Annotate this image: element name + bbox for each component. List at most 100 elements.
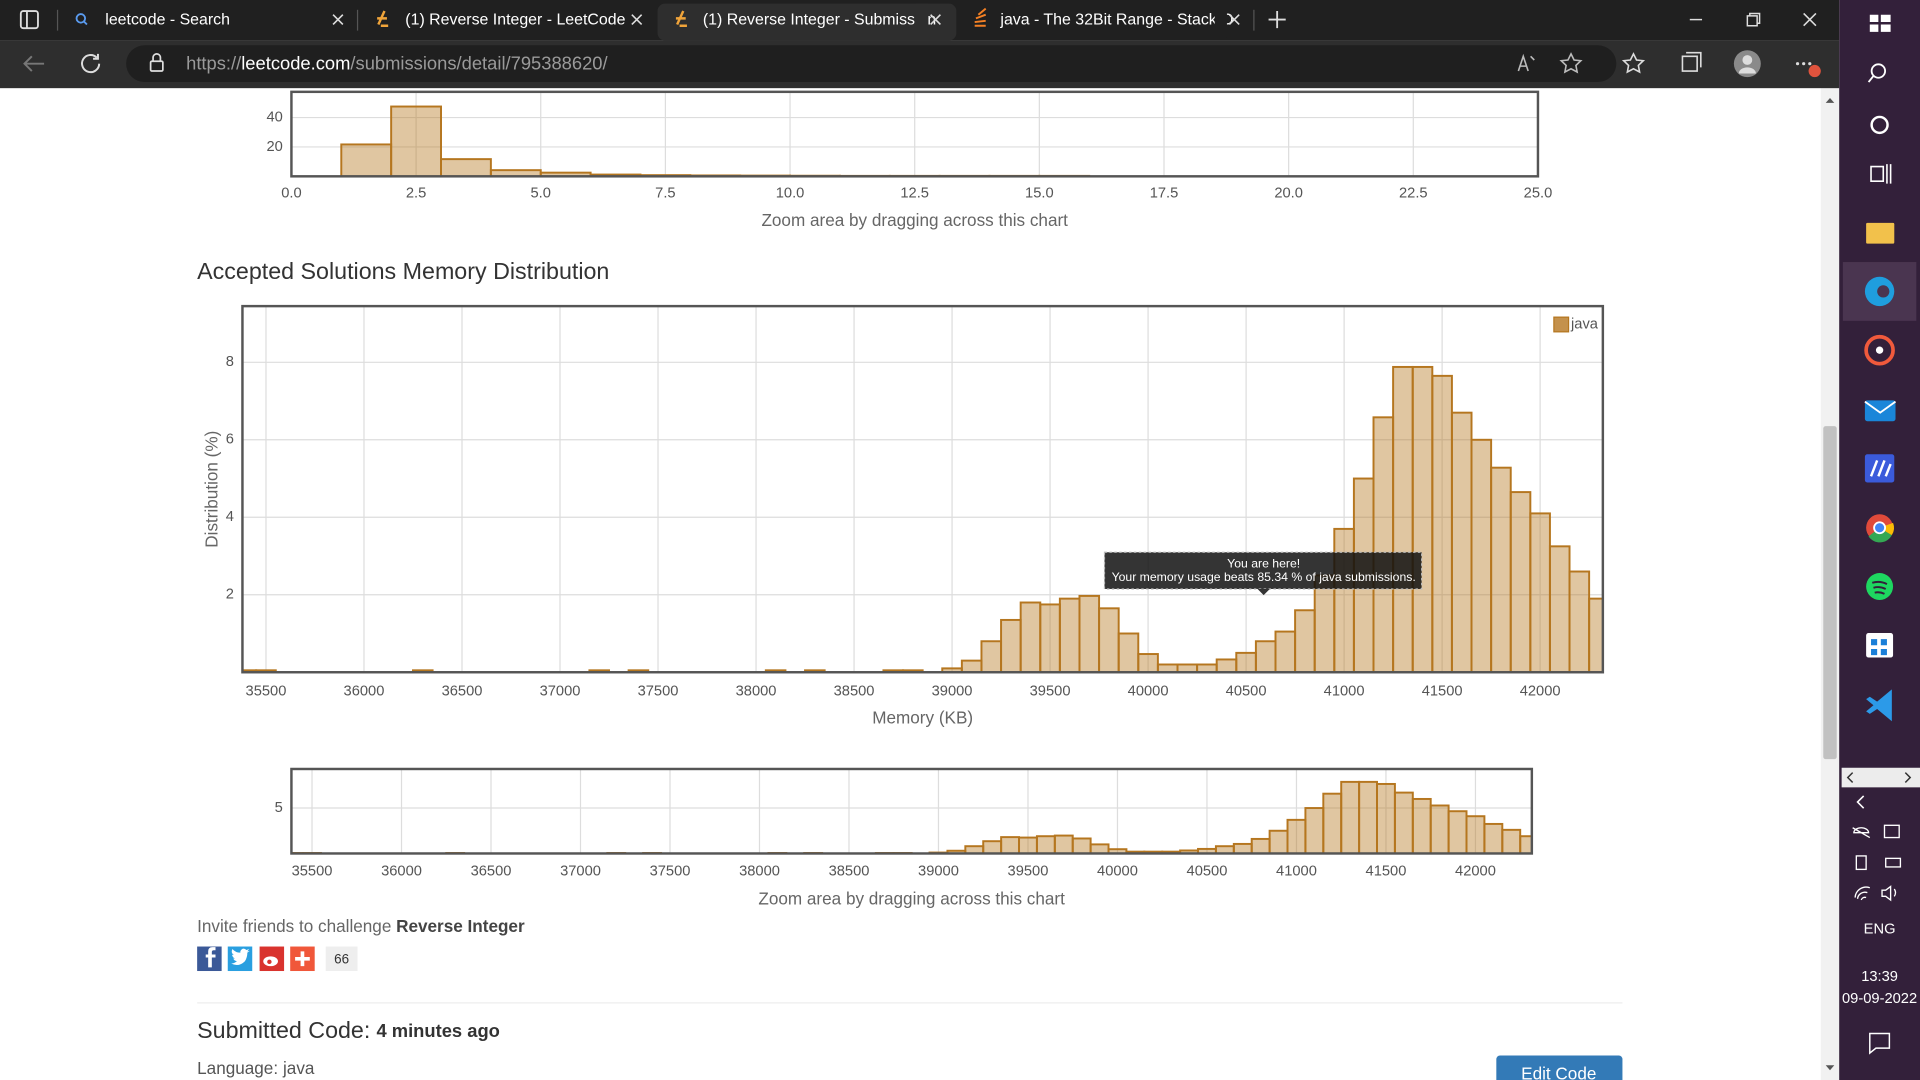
tray-scroll-arrows[interactable] bbox=[1846, 772, 1912, 783]
bar bbox=[1117, 632, 1140, 673]
weibo-icon-eye bbox=[267, 959, 272, 965]
store[interactable] bbox=[1866, 633, 1894, 658]
mail[interactable] bbox=[1864, 400, 1896, 422]
scroll-down[interactable] bbox=[1825, 1065, 1835, 1071]
bar bbox=[1447, 810, 1468, 854]
notifications[interactable] bbox=[1869, 1032, 1891, 1055]
wifi[interactable] bbox=[1854, 886, 1871, 901]
y-tick-label: 8 bbox=[226, 354, 234, 370]
x-tick-label: 5.0 bbox=[531, 185, 551, 201]
show-hidden-icons[interactable] bbox=[1856, 795, 1865, 809]
y-tick-label: 40 bbox=[267, 109, 283, 125]
edit-code-label: Edit Code bbox=[1521, 1064, 1596, 1080]
tab-title[interactable]: (1) Reverse Integer - LeetCode bbox=[405, 11, 625, 28]
tab-close[interactable] bbox=[631, 14, 643, 26]
tab-close[interactable] bbox=[1228, 14, 1240, 26]
close-window[interactable] bbox=[1803, 12, 1817, 27]
x-tick-label: 20.0 bbox=[1274, 185, 1303, 201]
input-language[interactable]: ENG bbox=[1864, 921, 1896, 937]
bar bbox=[1372, 416, 1395, 673]
bar bbox=[1137, 653, 1159, 673]
bar bbox=[1089, 843, 1110, 854]
x-tick-label: 37500 bbox=[638, 684, 679, 700]
x-tick-label: 7.5 bbox=[655, 185, 675, 201]
stackoverflow-favicon bbox=[974, 7, 987, 27]
scroll-thumb[interactable] bbox=[1823, 426, 1837, 760]
tab-close[interactable] bbox=[930, 14, 941, 26]
x-tick-label: 25.0 bbox=[1524, 185, 1553, 201]
bar bbox=[390, 105, 442, 177]
reload-button[interactable] bbox=[81, 53, 101, 74]
tab-fade bbox=[915, 3, 929, 38]
favorites[interactable] bbox=[1621, 52, 1646, 74]
problem-name[interactable]: Reverse Integer bbox=[396, 915, 525, 935]
tab-title[interactable]: leetcode - Search bbox=[105, 11, 230, 28]
leetcode-favicon bbox=[675, 10, 687, 27]
language-label: Language: bbox=[197, 1058, 278, 1078]
bar bbox=[1039, 603, 1061, 673]
read-aloud[interactable] bbox=[1517, 53, 1535, 72]
bar bbox=[1465, 815, 1486, 854]
menu-dot[interactable] bbox=[1802, 62, 1806, 66]
clock-date[interactable]: 09-09-2022 bbox=[1842, 991, 1917, 1007]
scroll-up[interactable] bbox=[1825, 97, 1835, 103]
back-button[interactable] bbox=[23, 55, 45, 72]
vscode[interactable] bbox=[1866, 689, 1892, 722]
bar bbox=[1470, 438, 1493, 673]
language-line: Language: java bbox=[197, 1058, 315, 1078]
bar bbox=[1000, 618, 1022, 673]
url: https://leetcode.com/submissions/detail/… bbox=[186, 52, 608, 73]
address-bar[interactable] bbox=[126, 45, 1617, 83]
task-view[interactable] bbox=[1870, 164, 1892, 184]
file-explorer[interactable] bbox=[1866, 222, 1895, 244]
search-favicon bbox=[75, 13, 87, 24]
music-app[interactable] bbox=[1864, 334, 1895, 366]
tab-close[interactable] bbox=[332, 14, 344, 26]
bar bbox=[1058, 597, 1081, 673]
bar bbox=[340, 143, 393, 177]
search-favicon-handle bbox=[83, 20, 88, 26]
tray-icon[interactable] bbox=[1855, 855, 1867, 871]
tray-icon[interactable] bbox=[1883, 824, 1900, 839]
new-tab[interactable] bbox=[1268, 11, 1286, 29]
add-favorite[interactable] bbox=[1559, 52, 1583, 74]
bar bbox=[1019, 601, 1042, 673]
chrome-green bbox=[1868, 527, 1892, 543]
restore[interactable] bbox=[1746, 12, 1761, 27]
menu-dot[interactable] bbox=[1808, 62, 1812, 66]
share-count: 66 bbox=[334, 952, 349, 967]
x-tick-label: 40500 bbox=[1226, 684, 1267, 700]
plot-area bbox=[242, 306, 1603, 673]
tab-actions-icon[interactable] bbox=[19, 10, 39, 30]
x-tick-label: 35500 bbox=[292, 864, 333, 880]
start-button[interactable] bbox=[1869, 14, 1891, 32]
url-host: leetcode.com bbox=[241, 52, 350, 73]
bar bbox=[1035, 835, 1056, 854]
collections[interactable] bbox=[1681, 51, 1702, 72]
edit-code-button[interactable] bbox=[1496, 1055, 1623, 1080]
lock-icon[interactable] bbox=[149, 60, 164, 72]
bar bbox=[1450, 411, 1473, 673]
onedrive[interactable] bbox=[1852, 827, 1871, 839]
cortana[interactable] bbox=[1870, 115, 1889, 135]
tab-title[interactable]: (1) Reverse Integer - Submission bbox=[703, 11, 936, 28]
x-tick-label: 36500 bbox=[442, 684, 483, 700]
language-value: java bbox=[282, 1058, 315, 1078]
x-tick-label: 0.0 bbox=[281, 185, 301, 201]
y-tick-label: 2 bbox=[226, 587, 234, 603]
chrome-center bbox=[1873, 521, 1887, 535]
search-button[interactable] bbox=[1870, 63, 1887, 79]
battery[interactable] bbox=[1885, 857, 1902, 868]
y-axis-label: Distribution (%) bbox=[202, 431, 222, 548]
volume[interactable] bbox=[1881, 885, 1897, 902]
tab-title[interactable]: java - The 32Bit Range - Stack O bbox=[999, 11, 1233, 28]
active-tab[interactable] bbox=[657, 3, 957, 41]
menu-dot[interactable] bbox=[1795, 62, 1800, 66]
leetcode-favicon bbox=[377, 10, 389, 27]
submitted-time: 4 minutes ago bbox=[376, 1020, 499, 1041]
music-app-center bbox=[1875, 346, 1884, 354]
clock-time[interactable]: 13:39 bbox=[1861, 969, 1898, 985]
bar bbox=[440, 158, 492, 177]
